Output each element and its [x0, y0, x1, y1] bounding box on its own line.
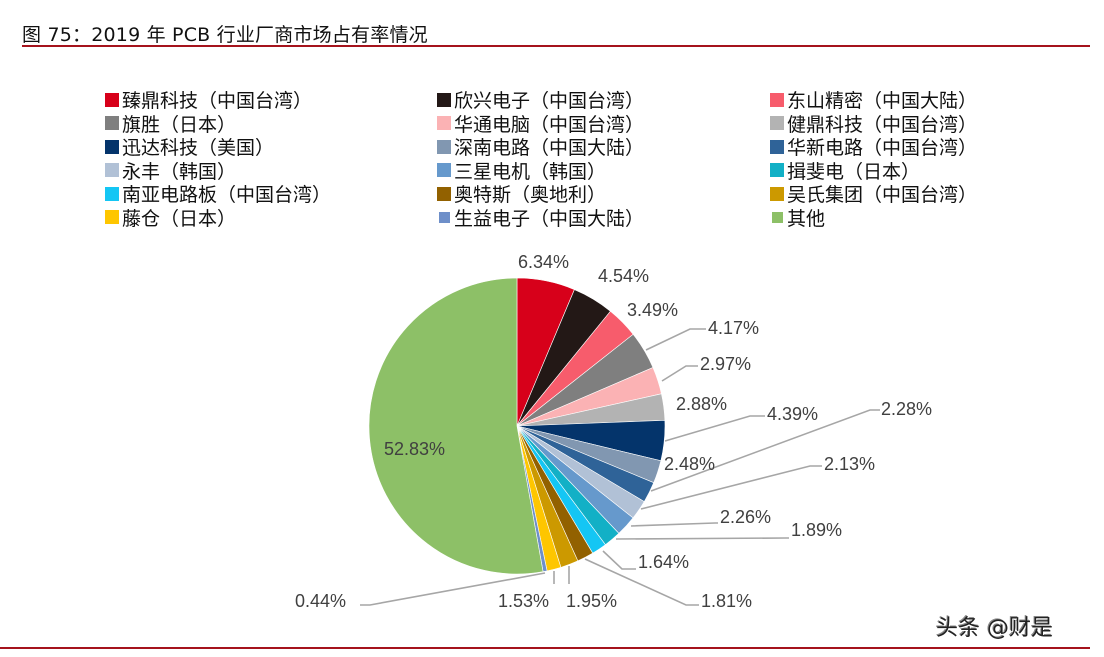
- leader-line: [645, 328, 706, 351]
- legend-item: 东山精密（中国大陆）: [770, 88, 1070, 112]
- legend-label: 欣兴电子（中国台湾）: [454, 90, 645, 113]
- data-label: 3.49%: [627, 300, 678, 320]
- data-label: 4.39%: [767, 404, 818, 424]
- legend-item: 南亚电路板（中国台湾）: [105, 182, 437, 206]
- legend-item: 深南电路（中国大陆）: [437, 135, 770, 159]
- legend-swatch: [105, 186, 119, 201]
- legend-swatch: [437, 116, 451, 131]
- data-label: 2.28%: [881, 399, 932, 419]
- legend-swatch: [770, 92, 784, 107]
- legend-item: 健鼎科技（中国台湾）: [770, 112, 1070, 136]
- figure-title: 图 75：2019 年 PCB 行业厂商市场占有率情况: [22, 24, 428, 46]
- pie-slices: [368, 277, 666, 575]
- legend-swatch: [105, 210, 119, 225]
- legend-label: 其他: [787, 207, 826, 230]
- legend-swatch: [439, 211, 450, 223]
- data-label: 4.54%: [598, 266, 649, 286]
- legend-swatch: [105, 139, 119, 154]
- legend-swatch: [770, 139, 784, 154]
- legend-item: 华新电路（中国台湾）: [770, 135, 1070, 159]
- data-label: 2.26%: [720, 507, 771, 527]
- legend-swatch: [437, 92, 451, 107]
- chart-legend: 臻鼎科技（中国台湾） 欣兴电子（中国台湾） 东山精密（中国大陆） 旗胜（日本） 华通电脑…: [105, 88, 1065, 230]
- legend-label: 揖斐电（日本）: [787, 160, 921, 183]
- data-labels: 6.34% 4.54% 3.49% 4.17% 2.97% 2.88% 4.39% 2.48%…: [295, 252, 932, 611]
- legend-item: 永丰（韩国）: [105, 159, 437, 183]
- title-underline: [22, 45, 1090, 47]
- legend-item: 三星电机（韩国）: [437, 159, 770, 183]
- leader-line: [615, 537, 789, 540]
- legend-item: 其他: [770, 206, 1070, 230]
- legend-label: 南亚电路板（中国台湾）: [122, 184, 332, 207]
- legend-swatch: [105, 116, 119, 131]
- legend-label: 旗胜（日本）: [122, 113, 237, 136]
- data-label: 52.83%: [384, 439, 445, 459]
- legend-item: 藤仓（日本）: [105, 206, 437, 230]
- legend-label: 迅达科技（美国）: [122, 137, 275, 160]
- legend-swatch: [770, 163, 784, 178]
- legend-swatch: [437, 163, 451, 178]
- legend-item: 华通电脑（中国台湾）: [437, 112, 770, 136]
- legend-label: 奥特斯（奥地利）: [454, 184, 607, 207]
- legend-item: 生益电子（中国大陆）: [437, 206, 770, 230]
- leader-line: [630, 522, 718, 527]
- legend-swatch: [437, 139, 451, 154]
- data-label: 4.17%: [708, 318, 759, 338]
- leader-line: [602, 550, 636, 570]
- data-label: 2.13%: [824, 454, 875, 474]
- data-label: 1.81%: [701, 591, 752, 611]
- legend-item: 欣兴电子（中国台湾）: [437, 88, 770, 112]
- leader-line: [360, 572, 546, 606]
- legend-label: 健鼎科技（中国台湾）: [787, 113, 978, 136]
- data-label: 2.88%: [676, 394, 727, 414]
- legend-item: 旗胜（日本）: [105, 112, 437, 136]
- data-label: 6.34%: [518, 252, 569, 272]
- pie-slice: [368, 277, 544, 575]
- legend-item: 迅达科技（美国）: [105, 135, 437, 159]
- legend-label: 三星电机（韩国）: [454, 160, 607, 183]
- bottom-rule: [0, 647, 1090, 649]
- legend-label: 吴氏集团（中国台湾）: [787, 184, 978, 207]
- leader-line: [650, 409, 880, 492]
- leader-line: [640, 465, 822, 510]
- leader-line: [661, 365, 698, 382]
- legend-swatch: [770, 116, 784, 131]
- legend-swatch: [437, 186, 451, 201]
- legend-swatch: [105, 163, 119, 178]
- leader-lines: [360, 328, 880, 606]
- legend-label: 藤仓（日本）: [122, 207, 237, 230]
- legend-label: 东山精密（中国大陆）: [787, 90, 978, 113]
- legend-swatch: [772, 211, 783, 223]
- legend-item: 臻鼎科技（中国台湾）: [105, 88, 437, 112]
- legend-swatch: [105, 92, 119, 107]
- legend-label: 深南电路（中国大陆）: [454, 137, 645, 160]
- watermark: 头条 @财是: [936, 616, 1053, 641]
- legend-item: 揖斐电（日本）: [770, 159, 1070, 183]
- legend-item: 吴氏集团（中国台湾）: [770, 182, 1070, 206]
- legend-label: 华新电路（中国台湾）: [787, 137, 978, 160]
- data-label: 1.53%: [498, 591, 549, 611]
- legend-label: 臻鼎科技（中国台湾）: [122, 90, 313, 113]
- leader-line: [584, 558, 699, 606]
- data-label: 1.64%: [638, 552, 689, 572]
- data-label: 0.44%: [295, 591, 346, 611]
- data-label: 1.95%: [566, 591, 617, 611]
- legend-label: 华通电脑（中国台湾）: [454, 113, 645, 136]
- legend-swatch: [770, 186, 784, 201]
- data-label: 2.48%: [664, 454, 715, 474]
- data-label: 1.89%: [791, 520, 842, 540]
- leader-line: [664, 415, 765, 442]
- data-label: 2.97%: [700, 354, 751, 374]
- legend-label: 生益电子（中国大陆）: [454, 207, 645, 230]
- legend-item: 奥特斯（奥地利）: [437, 182, 770, 206]
- legend-label: 永丰（韩国）: [122, 160, 237, 183]
